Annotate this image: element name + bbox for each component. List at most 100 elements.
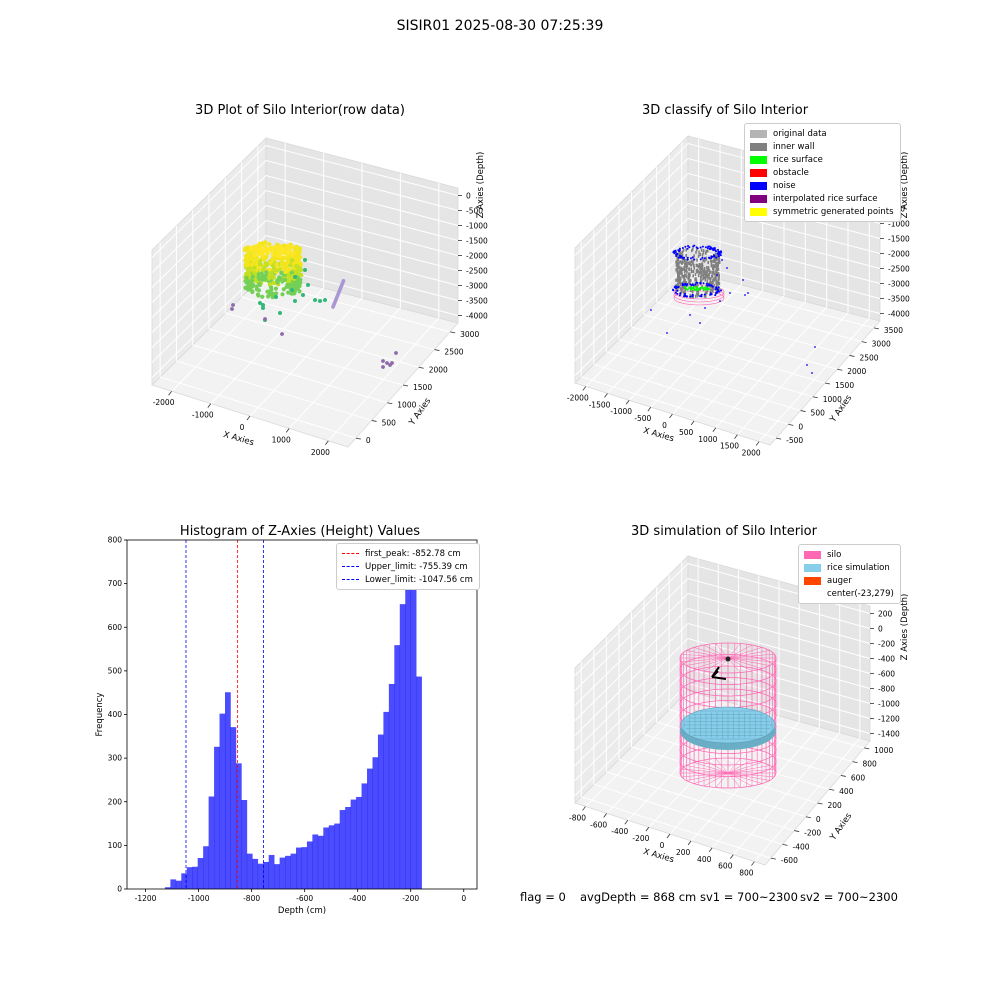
p2-inner-wall-point xyxy=(715,263,717,267)
p2-inner-wall-point xyxy=(699,252,701,256)
p4-silo-spoke xyxy=(727,650,770,659)
p2-inner-wall-point xyxy=(682,290,685,294)
p4-ztick-label: -400 xyxy=(878,655,895,664)
p4-silo-spoke xyxy=(686,657,729,666)
p1-zgrid xyxy=(151,189,459,303)
p4-silo-spoke xyxy=(727,758,741,774)
p2-noise-point xyxy=(703,293,706,296)
histogram-bar xyxy=(388,683,395,889)
p2-inner-wall-point xyxy=(706,266,708,270)
histogram-bar xyxy=(246,853,253,889)
p2-inner-wall-point xyxy=(675,289,677,293)
p1-point xyxy=(274,295,278,299)
p2-inner-wall-point xyxy=(683,286,686,290)
histogram-bar xyxy=(372,757,379,889)
p2-inner-wall-point xyxy=(681,271,683,275)
p4-silo-spoke xyxy=(727,657,770,666)
p2-ytick xyxy=(849,355,855,357)
p4-center-marker xyxy=(725,656,731,662)
p2-inner-wall-point xyxy=(676,288,679,292)
p2-inner-wall-point xyxy=(686,283,689,287)
p2-inner-wall-point xyxy=(716,268,719,272)
p4-zgrid xyxy=(574,622,871,736)
p2-noise-point xyxy=(699,281,702,284)
p2-inner-wall-point xyxy=(709,288,712,292)
legend-label: noise xyxy=(773,180,796,191)
p2-xlabel: X Axies xyxy=(642,426,675,444)
p2-inner-wall-point xyxy=(713,286,715,290)
p1-ztick-label: -3000 xyxy=(466,282,488,291)
p2-ygrid-floor xyxy=(581,376,777,439)
p2-rice-point xyxy=(691,287,694,290)
p1-xtick-label: -1000 xyxy=(192,411,214,420)
histogram-bar xyxy=(356,796,362,889)
p4-xtick xyxy=(603,813,607,818)
p2-inner-wall-point xyxy=(712,269,715,273)
p2-ygrid-floor xyxy=(606,351,801,412)
p1-point xyxy=(296,260,301,265)
p1-ytick-label: 3000 xyxy=(460,330,479,339)
p2-noise-point xyxy=(715,250,717,253)
p2-inner-wall-point xyxy=(690,263,692,267)
p2-inner-wall-point xyxy=(699,263,702,267)
sv1-text: sv1 = 700~2300 xyxy=(700,890,798,904)
p2-xtick-label: 2000 xyxy=(742,449,761,458)
flag-text: flag = 0 xyxy=(520,890,566,904)
histogram-ytick-label: 200 xyxy=(108,797,123,806)
p2-rice-point xyxy=(699,286,702,289)
p2-inner-wall-point xyxy=(705,272,708,276)
p4-silo-spoke xyxy=(686,772,729,781)
p1-xtick-label: 0 xyxy=(240,423,245,432)
p2-inner-wall-point xyxy=(692,262,694,266)
p2-noise-point xyxy=(718,252,721,255)
p2-noise-point xyxy=(709,284,712,287)
p1-point xyxy=(280,292,285,297)
p4-ytick xyxy=(770,857,776,860)
p1-point xyxy=(303,268,307,272)
p2-inner-wall-point xyxy=(684,262,686,266)
p4-ytick xyxy=(829,788,835,791)
histogram-bar xyxy=(274,864,280,889)
p2-noise-point xyxy=(715,286,717,289)
legend-swatch xyxy=(750,155,767,164)
p2-inner-wall-point xyxy=(715,281,718,286)
p4-silo-spoke xyxy=(727,647,762,659)
p2-inner-wall-point xyxy=(696,248,698,252)
p1-point xyxy=(270,246,276,251)
p1-ygrid-floor xyxy=(176,360,372,421)
legend-swatch xyxy=(804,576,821,585)
plot4-legend: silo rice simulation auger center(-23,279) xyxy=(798,544,901,604)
p2-inner-wall-point xyxy=(688,279,691,283)
p2-noise-point xyxy=(717,286,720,289)
p2-rice-point xyxy=(696,286,698,289)
p2-rice-point xyxy=(707,287,710,290)
p2-inner-wall-point xyxy=(716,256,719,260)
p4-zgrid xyxy=(574,592,871,706)
p2-inner-wall-point xyxy=(689,274,691,278)
plot2-legend-item: rice surface xyxy=(750,153,894,166)
p2-noise-point xyxy=(707,245,710,248)
p1-ygrid-floor xyxy=(159,376,357,439)
p2-inner-wall-point xyxy=(715,280,717,284)
p2-inner-wall-point xyxy=(692,274,694,278)
p1-point xyxy=(244,262,249,267)
p1-ygrid-floor xyxy=(225,312,419,368)
p2-inner-wall-point xyxy=(710,281,713,285)
p2-inner-wall-point xyxy=(709,270,711,274)
p2-inner-wall-point xyxy=(685,264,687,268)
p1-ytick xyxy=(402,384,409,387)
p2-inner-wall-point xyxy=(686,270,688,274)
histogram-bar xyxy=(367,768,373,889)
p2-inner-wall-point xyxy=(682,260,684,264)
p4-ytick xyxy=(817,802,823,805)
p1-ytick xyxy=(355,437,361,440)
p2-inner-wall-point xyxy=(677,261,680,265)
p1-point xyxy=(288,263,293,268)
plot2-legend: original data inner wall rice surface obsta… xyxy=(744,123,901,222)
p4-silo-spoke xyxy=(727,653,775,659)
p2-inner-wall-point xyxy=(678,270,681,274)
p2-inner-wall-point xyxy=(683,267,685,271)
p2-inner-wall-point xyxy=(678,266,680,270)
p2-ztick-label: -2000 xyxy=(888,250,910,259)
p2-inner-wall-point xyxy=(677,253,680,257)
